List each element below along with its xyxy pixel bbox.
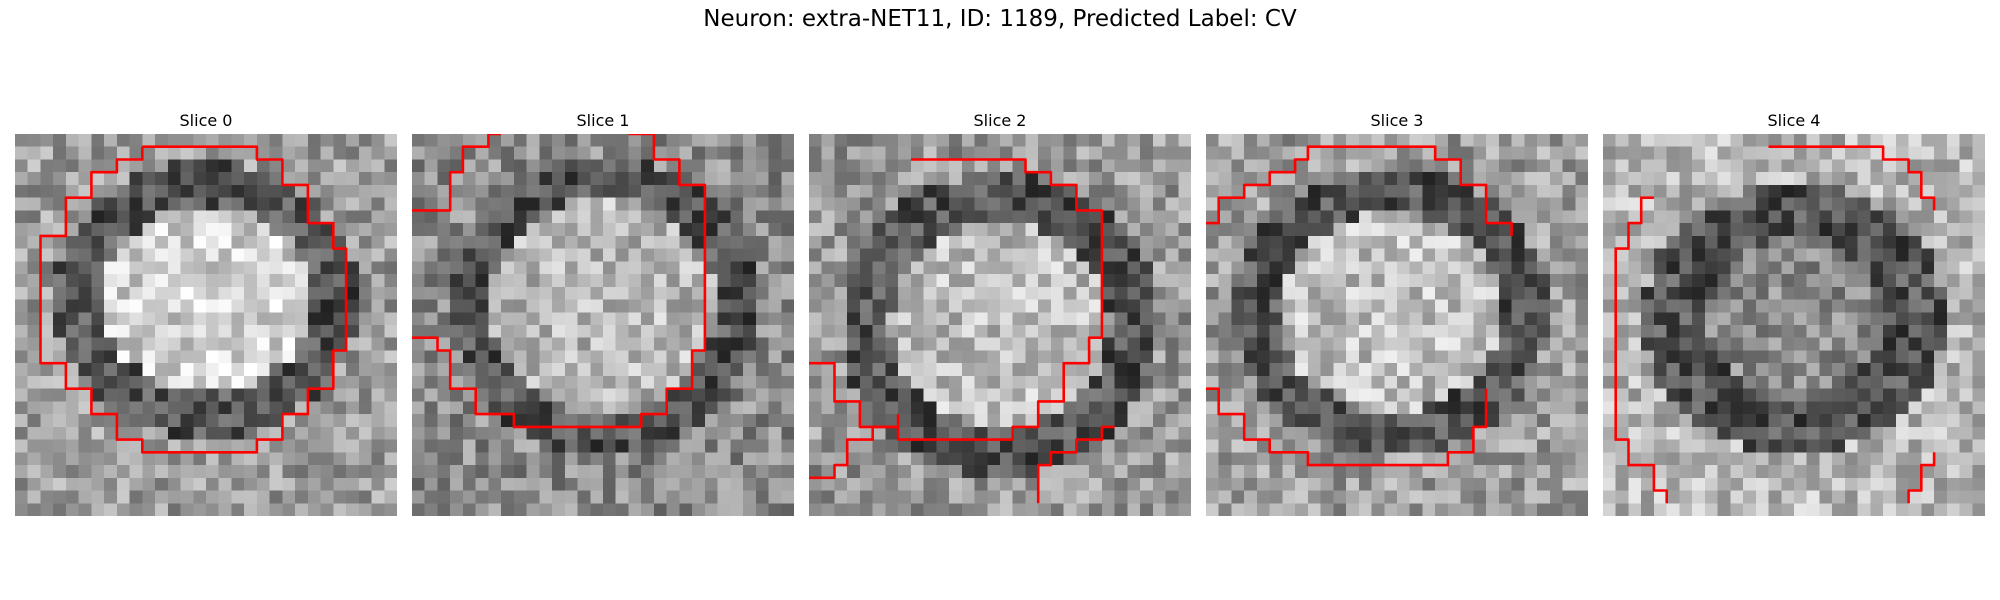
segmentation-outline — [809, 414, 900, 480]
slice-title: Slice 1 — [576, 111, 630, 130]
slice-image — [1603, 134, 1985, 516]
segmentation-outline — [412, 134, 707, 429]
slice-panel: Slice 4 — [1603, 108, 1985, 516]
segmentation-outline — [412, 134, 502, 212]
segmentation-outline — [1036, 425, 1115, 504]
slice-image — [1206, 134, 1588, 516]
slice-panel: Slice 2 — [809, 108, 1191, 516]
segmentation-outline — [809, 158, 1104, 441]
slice-panel: Slice 3 — [1206, 108, 1588, 516]
slice-image — [412, 134, 794, 516]
slice-image — [809, 134, 1191, 516]
segmentation-outline — [39, 145, 348, 454]
segmentation-outline — [1768, 145, 1936, 211]
slice-image — [15, 134, 397, 516]
slice-title: Slice 3 — [1370, 111, 1424, 130]
segmentation-outline — [1907, 452, 1936, 504]
segmentation-outline — [1614, 196, 1669, 504]
segmentation-outline — [1206, 145, 1513, 236]
slice-panel: Slice 0 — [15, 108, 397, 516]
figure-title: Neuron: extra-NET11, ID: 1189, Predicted… — [703, 6, 1297, 32]
slice-title: Slice 4 — [1767, 111, 1821, 130]
slice-title: Slice 0 — [179, 111, 233, 130]
slice-title: Slice 2 — [973, 111, 1027, 130]
segmentation-outline — [1206, 387, 1488, 467]
slice-panel: Slice 1 — [412, 108, 794, 516]
